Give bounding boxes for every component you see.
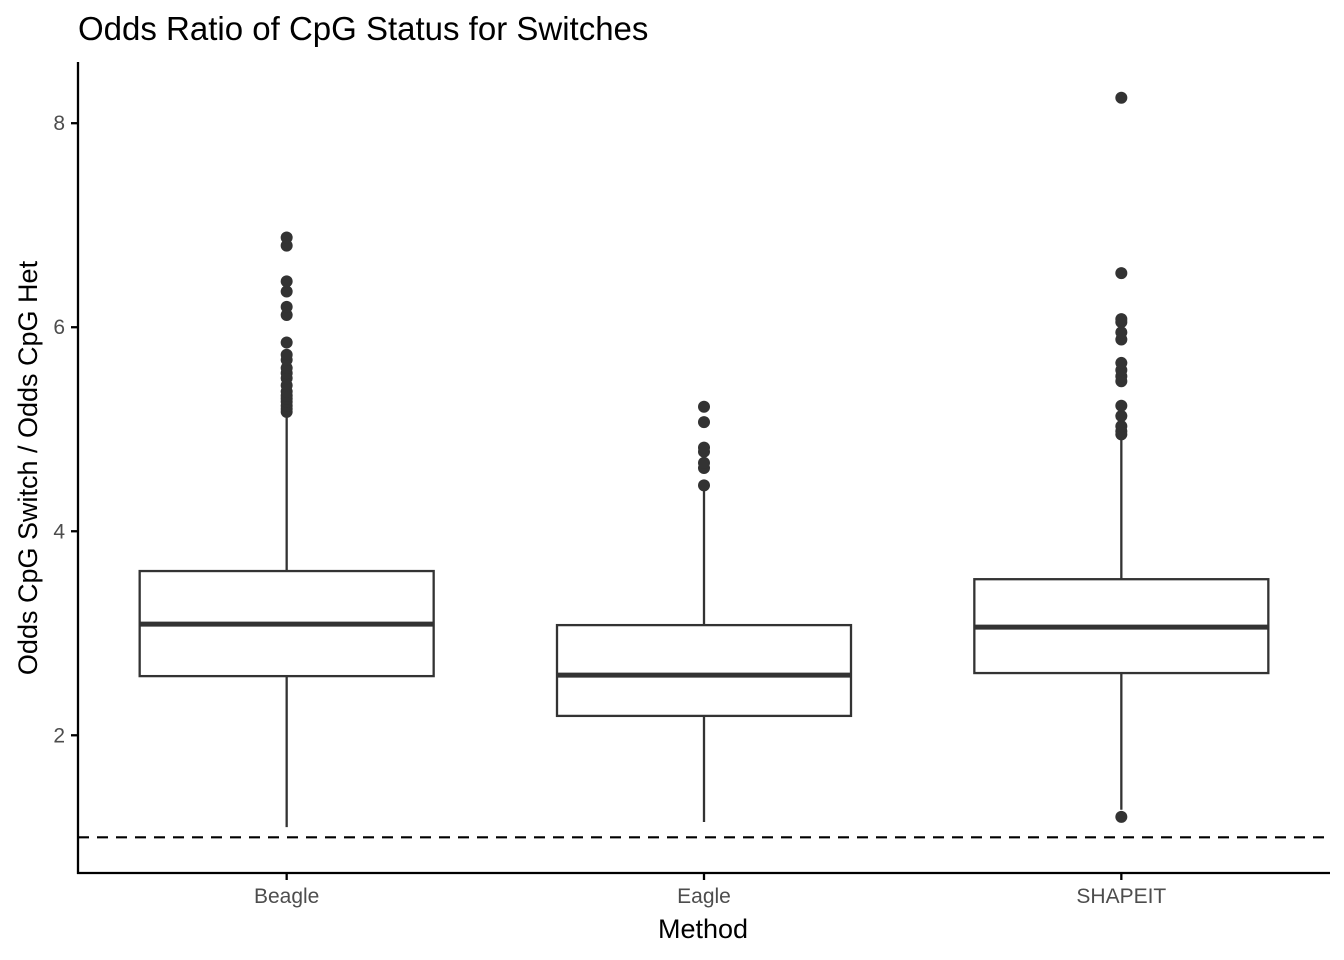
y-tick-label: 4 (53, 520, 65, 543)
box-eagle (555, 623, 853, 718)
outlier-point-beagle (280, 231, 293, 244)
outlier-point-beagle (280, 348, 293, 361)
outlier-point-beagle (280, 300, 293, 313)
outlier-point-shapeit (1115, 399, 1128, 412)
outlier-point-beagle (280, 285, 293, 298)
outlier-point-eagle (698, 479, 710, 492)
outlier-point-shapeit (1115, 409, 1128, 422)
y-tick-label: 6 (53, 316, 65, 339)
outlier-point-eagle (698, 416, 710, 429)
y-axis-title: Odds CpG Switch / Odds CpG Het (13, 260, 43, 675)
outlier-point-beagle (280, 336, 293, 349)
outlier-point-shapeit (1115, 810, 1128, 823)
x-axis-title: Method (658, 914, 748, 944)
outlier-point-eagle (698, 441, 710, 454)
outlier-point-shapeit (1115, 326, 1128, 339)
x-tick-label-beagle: Beagle (254, 885, 319, 908)
outlier-point-shapeit (1115, 420, 1128, 433)
outlier-point-shapeit (1115, 356, 1128, 369)
y-tick-label: 2 (53, 724, 65, 747)
outlier-point-shapeit (1115, 91, 1128, 104)
outlier-point-shapeit (1115, 313, 1128, 326)
x-tick-label-eagle: Eagle (677, 885, 731, 908)
outlier-point-eagle (698, 456, 710, 469)
y-tick-label: 8 (53, 112, 65, 135)
outlier-point-shapeit (1115, 267, 1128, 280)
chart-title: Odds Ratio of CpG Status for Switches (78, 10, 648, 47)
outlier-point-beagle (280, 275, 293, 288)
plot-area: 2 4 6 8 Beagle Eagle SHAPEIT (53, 62, 1330, 908)
x-tick-label-shapeit: SHAPEIT (1076, 885, 1166, 908)
outlier-point-eagle (698, 400, 710, 413)
